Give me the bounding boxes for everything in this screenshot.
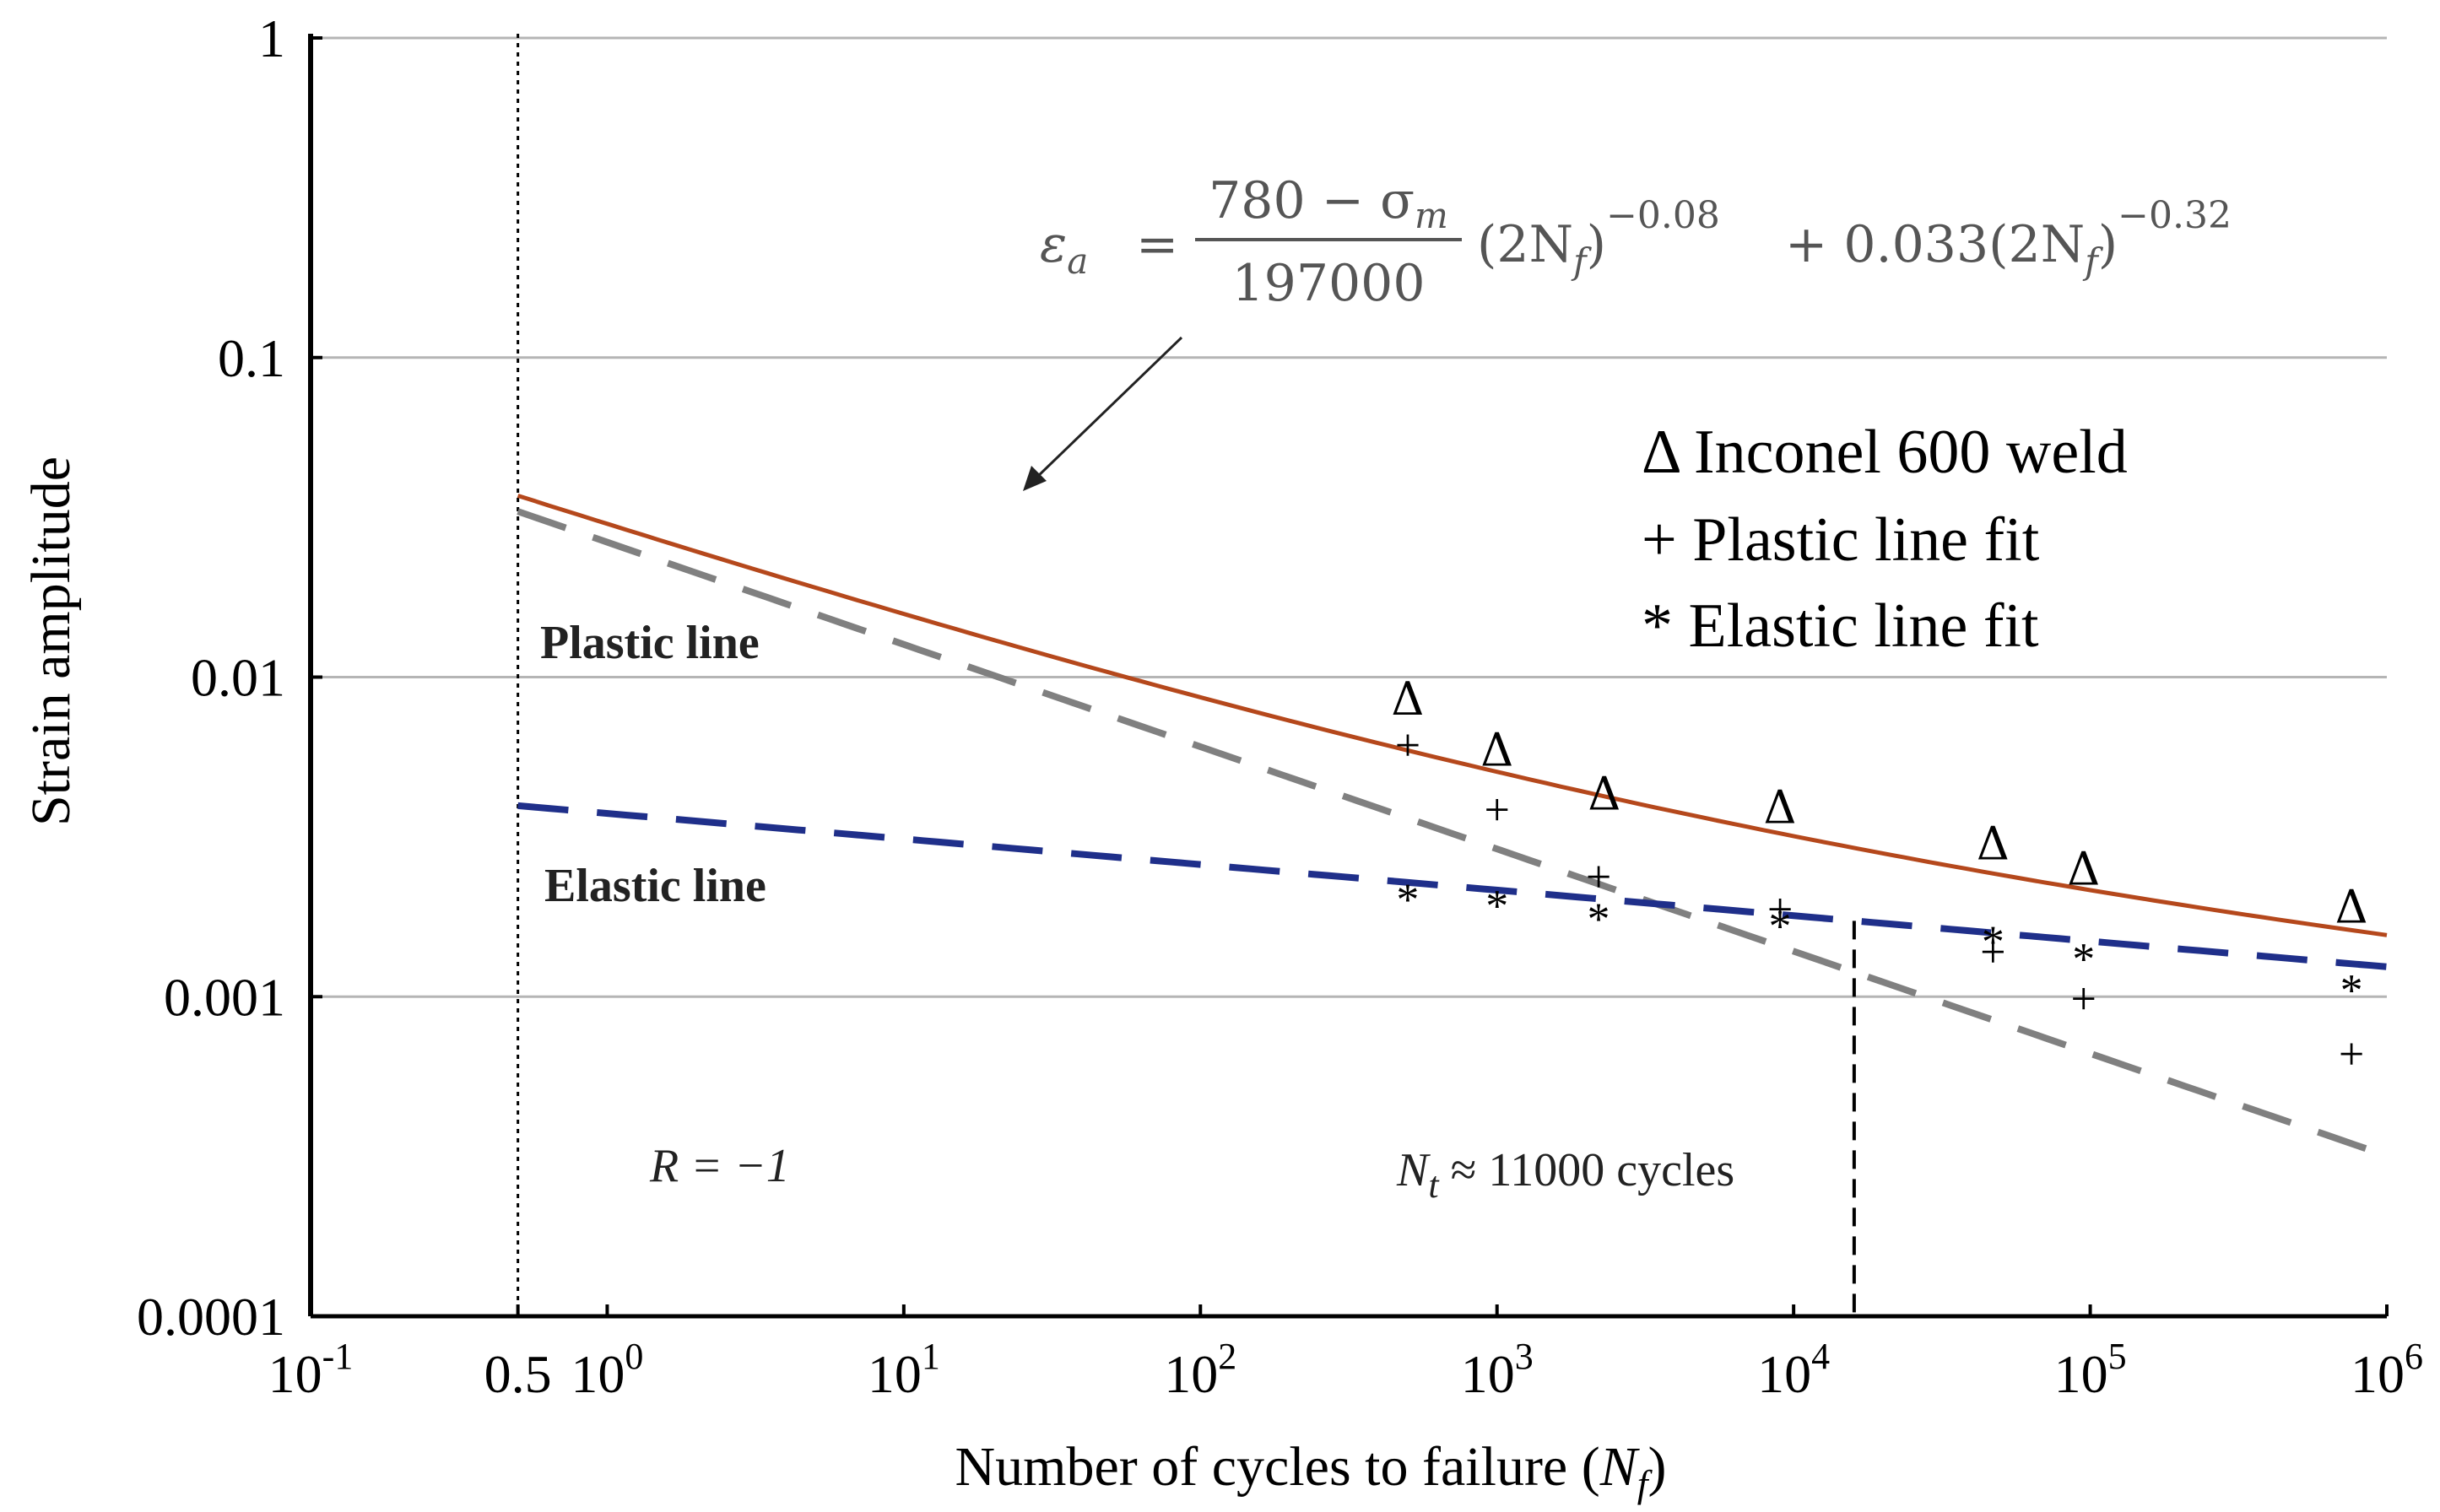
elastic-fit-point: * [2072, 934, 2095, 985]
legend-entry-inconel: Δ Inconel 600 weld [1642, 418, 2128, 487]
plastic-fit-point: + [1484, 784, 1509, 834]
elastic-fit-point: * [1588, 894, 1610, 944]
plastic-fit-point: + [2339, 1029, 2364, 1079]
x-tick-label: 100 [571, 1336, 643, 1404]
equation-equals: = [1136, 215, 1178, 274]
equation-annotation: εa = 780 − σm 197000 (2Nf)−0.08 + 0.033(… [1023, 171, 2232, 491]
plastic-fit-point: + [1980, 926, 2005, 977]
series-lines [517, 494, 2389, 1159]
y-tick-label: 0.001 [164, 967, 285, 1027]
data-points: ΔΔΔ ΔΔ ΔΔ+++++++* * * * * ** [1391, 672, 2367, 1079]
equation-lhs: εa [1040, 215, 1088, 282]
x-tick-label: 101 [868, 1336, 940, 1404]
elastic-fit-point: * [2340, 964, 2363, 1015]
inconel-point: Δ [2335, 881, 2368, 934]
x-axis-label-n: N [1599, 1436, 1641, 1498]
plastic-fit-point: + [1767, 884, 1793, 935]
plastic-fit-point: + [1586, 851, 1611, 902]
inconel-point: Δ [1588, 767, 1620, 820]
elastic-fit-point: * [1485, 881, 1508, 932]
plastic-line-label: Plastic line [540, 617, 760, 669]
x-tick-label: 104 [1757, 1336, 1830, 1404]
inconel-point: Δ [1391, 672, 1424, 726]
x-axis-label-close: ) [1648, 1436, 1667, 1498]
inconel-point: Δ [1480, 723, 1513, 776]
inconel-point: Δ [1764, 780, 1797, 834]
y-axis-label: Strain amplitude [20, 456, 82, 826]
inconel-point: Δ [1977, 818, 2010, 871]
legend-entry-elastic-fit: * Elastic line fit [1642, 591, 2039, 661]
transition-label: Nt ≈ 11000 cycles [1396, 1144, 1734, 1206]
equation-numerator: 780 − σm [1209, 171, 1448, 236]
equation-arrowhead [1023, 466, 1047, 491]
gridlines [311, 36, 2387, 998]
equation-denominator: 197000 [1231, 254, 1425, 313]
y-tick-label: 0.1 [218, 328, 285, 388]
elastic-fit-point: * [1982, 916, 2004, 967]
inconel-point: Δ [2067, 843, 2100, 896]
legend-entry-plastic-fit: + Plastic line fit [1642, 505, 2040, 575]
elastic-fit-point: * [1396, 874, 1419, 925]
x-tick-label: 10-1 [268, 1336, 354, 1404]
x-tick-label: 0.5 [484, 1344, 552, 1404]
x-tick-label: 102 [1164, 1336, 1236, 1404]
equation-term1: (2Nf)−0.08 [1477, 194, 1720, 282]
axes [308, 34, 2389, 1319]
legend: Δ Inconel 600 weld + Plastic line fit * … [1642, 418, 2128, 661]
plastic-line [517, 508, 2389, 1159]
x-tick-label: 103 [1461, 1336, 1534, 1404]
y-tick-label: 1 [258, 8, 285, 68]
plastic-fit-point: + [2071, 973, 2096, 1023]
equation-term2: + 0.033(2Nf)−0.32 [1785, 194, 2232, 282]
x-axis-label: Number of cycles to failure (Nf) [955, 1436, 1667, 1505]
y-tick-label: 0.0001 [137, 1287, 285, 1347]
y-tick-label: 0.01 [191, 648, 285, 708]
elastic-fit-point: * [1769, 901, 1792, 952]
x-tick-label: 105 [2054, 1336, 2127, 1404]
ratio-label: R = −1 [649, 1140, 790, 1192]
plastic-fit-point: + [1395, 720, 1420, 770]
equation-arrow [1033, 336, 1183, 481]
x-tick-label: 106 [2351, 1336, 2423, 1404]
elastic-line-label: Elastic line [544, 860, 766, 912]
total-strain-curve [517, 494, 2388, 937]
reference-lines [517, 34, 1856, 1316]
x-axis-label-main: Number of cycles to failure ( [955, 1436, 1600, 1498]
